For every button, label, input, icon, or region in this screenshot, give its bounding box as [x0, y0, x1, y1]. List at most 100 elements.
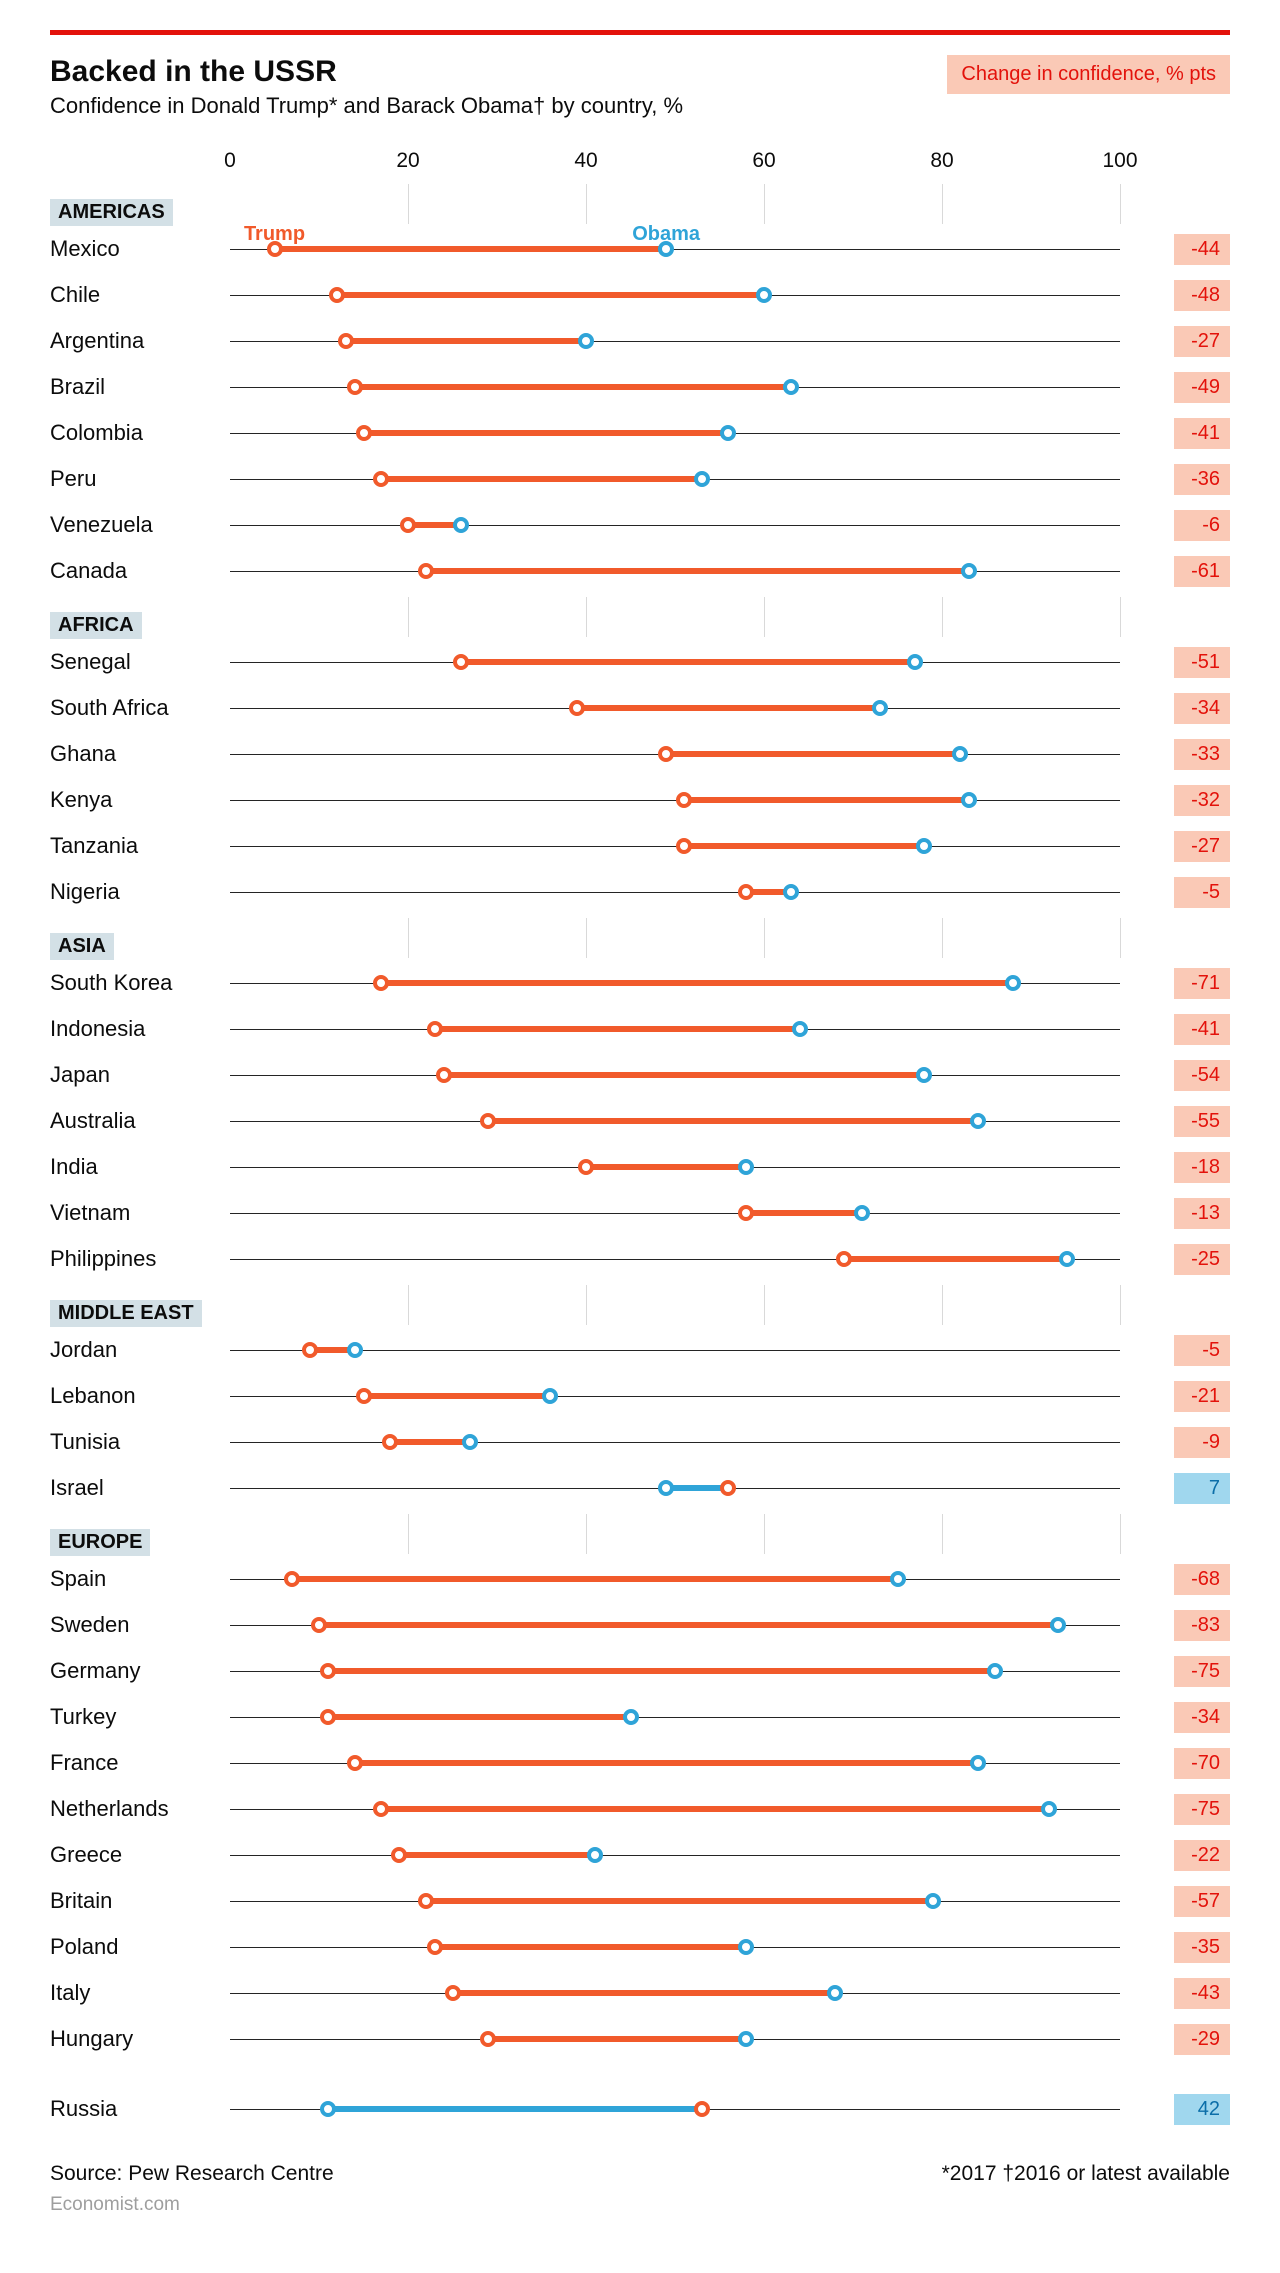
change-badge: -41 — [1174, 418, 1230, 449]
data-row: Brazil -49 — [50, 364, 1230, 410]
obama-marker — [970, 1113, 986, 1129]
obama-marker — [783, 884, 799, 900]
connector-bar — [453, 1990, 836, 1996]
country-label: Nigeria — [50, 879, 120, 904]
connector-bar — [399, 1852, 595, 1858]
chart-subtitle: Confidence in Donald Trump* and Barack O… — [50, 93, 683, 119]
change-badge: -75 — [1174, 1794, 1230, 1825]
obama-marker — [890, 1571, 906, 1587]
trump-marker — [480, 2031, 496, 2047]
region-tag: AMERICAS — [50, 199, 173, 226]
data-row: Senegal-51 — [50, 639, 1230, 685]
trump-marker — [418, 563, 434, 579]
country-label: Colombia — [50, 420, 143, 445]
connector-bar — [328, 1668, 996, 1674]
trump-marker — [427, 1939, 443, 1955]
obama-marker — [694, 471, 710, 487]
chart-title: Backed in the USSR — [50, 55, 683, 89]
change-badge: -49 — [1174, 372, 1230, 403]
country-label: Tanzania — [50, 833, 138, 858]
obama-marker — [658, 1480, 674, 1496]
connector-bar — [275, 246, 667, 252]
country-label: South Korea — [50, 970, 172, 995]
change-badge: -6 — [1174, 510, 1230, 541]
trump-marker — [373, 975, 389, 991]
chart-body: 020406080100 AMERICASMexicoTrumpObama-44… — [50, 149, 1230, 2132]
country-label: Italy — [50, 1980, 90, 2005]
data-row: MexicoTrumpObama-44 — [50, 226, 1230, 272]
data-row: Lebanon-21 — [50, 1373, 1230, 1419]
connector-bar — [381, 1806, 1049, 1812]
obama-marker — [756, 287, 772, 303]
change-badge: -54 — [1174, 1060, 1230, 1091]
change-badge: -44 — [1174, 234, 1230, 265]
obama-marker — [961, 792, 977, 808]
region-tag: ASIA — [50, 933, 114, 960]
obama-marker — [792, 1021, 808, 1037]
connector-bar — [461, 659, 915, 665]
connector-bar — [381, 476, 701, 482]
trump-marker — [302, 1342, 318, 1358]
trump-marker — [373, 1801, 389, 1817]
data-row: Israel7 — [50, 1465, 1230, 1511]
data-row: Tunisia-9 — [50, 1419, 1230, 1465]
change-badge: -13 — [1174, 1198, 1230, 1229]
change-badge: -48 — [1174, 280, 1230, 311]
obama-marker — [738, 1159, 754, 1175]
change-badge: -55 — [1174, 1106, 1230, 1137]
country-label: Brazil — [50, 374, 105, 399]
change-badge: -61 — [1174, 556, 1230, 587]
connector-bar — [435, 1944, 747, 1950]
data-row: Australia-55 — [50, 1098, 1230, 1144]
trump-marker — [445, 1985, 461, 2001]
country-label: Poland — [50, 1934, 119, 1959]
connector-bar — [746, 1210, 862, 1216]
data-row: Jordan-5 — [50, 1327, 1230, 1373]
country-label: Greece — [50, 1842, 122, 1867]
obama-marker — [961, 563, 977, 579]
trump-marker — [347, 1755, 363, 1771]
trump-marker — [836, 1251, 852, 1267]
country-label: Lebanon — [50, 1383, 136, 1408]
trump-marker — [311, 1617, 327, 1633]
country-label: Hungary — [50, 2026, 133, 2051]
obama-marker — [738, 1939, 754, 1955]
change-badge: -36 — [1174, 464, 1230, 495]
connector-bar — [426, 568, 969, 574]
trump-marker — [578, 1159, 594, 1175]
data-row: Nigeria-5 — [50, 869, 1230, 915]
trump-marker — [338, 333, 354, 349]
trump-marker — [676, 838, 692, 854]
data-row: Vietnam -13 — [50, 1190, 1230, 1236]
obama-marker — [738, 2031, 754, 2047]
x-tick: 40 — [574, 149, 597, 173]
connector-bar — [488, 2036, 746, 2042]
change-badge: -29 — [1174, 2024, 1230, 2055]
data-row: Germany-75 — [50, 1648, 1230, 1694]
country-label: Vietnam — [50, 1200, 130, 1225]
region-tag: AFRICA — [50, 612, 142, 639]
country-label: Germany — [50, 1658, 140, 1683]
change-badge: -27 — [1174, 831, 1230, 862]
country-label: Netherlands — [50, 1796, 169, 1821]
trump-marker — [320, 1709, 336, 1725]
x-axis: 020406080100 — [50, 149, 1230, 177]
trump-marker — [356, 1388, 372, 1404]
country-label: South Africa — [50, 695, 169, 720]
x-tick: 100 — [1102, 149, 1137, 173]
change-badge: -43 — [1174, 1978, 1230, 2009]
trump-marker — [738, 884, 754, 900]
change-badge: 42 — [1174, 2094, 1230, 2125]
obama-marker — [1041, 1801, 1057, 1817]
change-badge: -34 — [1174, 693, 1230, 724]
data-row: Greece-22 — [50, 1832, 1230, 1878]
country-label: Ghana — [50, 741, 116, 766]
change-badge: -35 — [1174, 1932, 1230, 1963]
connector-bar — [346, 338, 586, 344]
obama-marker — [720, 425, 736, 441]
country-label: Jordan — [50, 1337, 117, 1362]
obama-marker — [542, 1388, 558, 1404]
data-row: India-18 — [50, 1144, 1230, 1190]
trump-marker — [480, 1113, 496, 1129]
country-label: Canada — [50, 558, 127, 583]
